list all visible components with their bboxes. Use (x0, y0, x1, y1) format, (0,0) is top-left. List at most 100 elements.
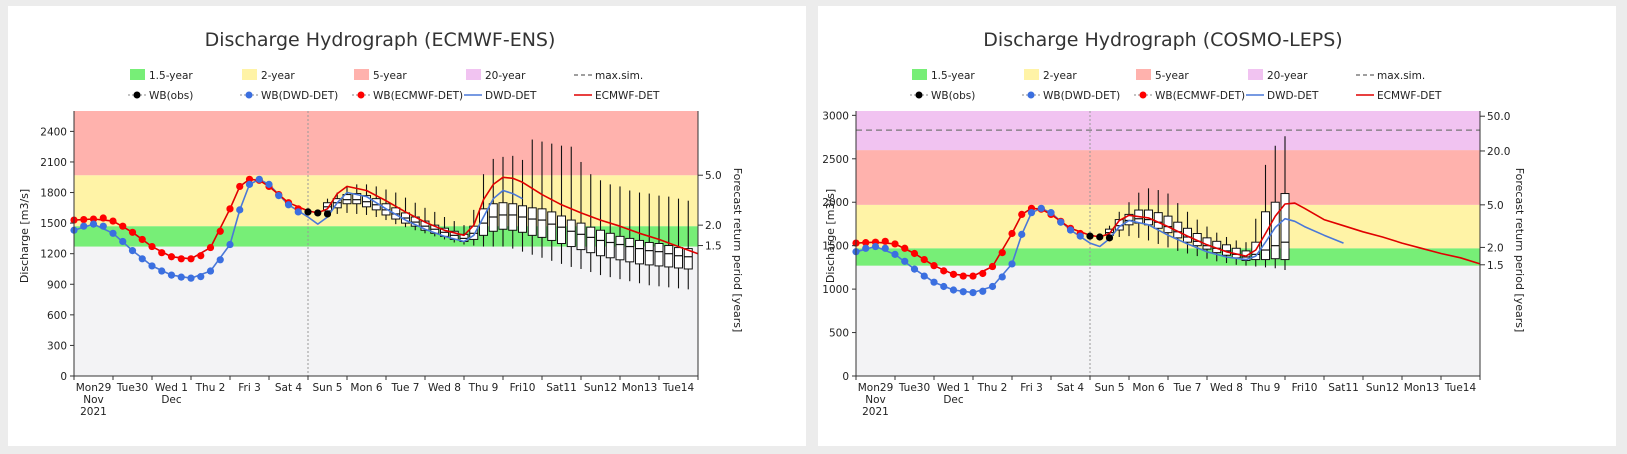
x-tick-label: Mon 6 (350, 382, 382, 394)
return-period-label: 5.0 (705, 170, 722, 182)
point-WB(DWD-DET) (1076, 232, 1084, 240)
point-WB(ECMWF-DET) (959, 272, 967, 280)
point-WB(DWD-DET) (275, 191, 283, 200)
point-WB(DWD-DET) (119, 237, 127, 246)
band-1.5-year (856, 248, 1480, 266)
x-tick-label: 2021 (80, 406, 107, 418)
legend-swatch (912, 69, 927, 80)
ensemble-box (352, 193, 362, 205)
point-WB(DWD-DET) (138, 255, 146, 263)
point-WB(DWD-DET) (891, 250, 899, 258)
point-WB(DWD-DET) (930, 278, 938, 286)
ensemble-box (615, 235, 625, 261)
point-WB(obs) (304, 208, 312, 216)
ensemble-box (566, 219, 576, 248)
legend-label: DWD-DET (485, 90, 537, 102)
point-WB(ECMWF-DET) (910, 249, 919, 258)
return-period-label: 20.0 (1487, 146, 1510, 158)
legend-label: WB(DWD-DET) (261, 90, 338, 102)
ensemble-box (605, 232, 615, 259)
point-WB(DWD-DET) (1066, 226, 1075, 234)
ensemble-box (1280, 193, 1290, 261)
legend-label: WB(obs) (931, 90, 975, 102)
y-axis-label: Discharge [m3/s] (18, 189, 31, 283)
point-WB(ECMWF-DET) (226, 205, 234, 213)
legend-label: WB(ECMWF-DET) (373, 90, 463, 102)
y-tick-label: 1800 (40, 188, 67, 200)
legend-label: ECMWF-DET (1377, 90, 1442, 102)
x-tick-label: Tue 7 (1173, 382, 1202, 394)
point-WB(DWD-DET) (881, 244, 889, 252)
point-WB(ECMWF-DET) (177, 255, 185, 263)
point-WB(ECMWF-DET) (940, 267, 948, 275)
x-tick-label: Wed 8 (428, 382, 461, 394)
x-tick-label: Mon13 (622, 382, 658, 394)
y-tick-label: 2400 (40, 126, 67, 138)
point-WB(ECMWF-DET) (148, 242, 156, 251)
x-tick-label: Wed 8 (1210, 382, 1243, 394)
y-tick-label: 2500 (822, 154, 849, 166)
point-WB(obs) (1086, 232, 1094, 240)
point-WB(DWD-DET) (216, 256, 224, 264)
point-WB(DWD-DET) (245, 180, 254, 188)
point-WB(ECMWF-DET) (920, 255, 928, 264)
point-WB(DWD-DET) (959, 288, 967, 296)
x-tick-label: Dec (161, 394, 182, 406)
legend-swatch (1248, 69, 1263, 80)
point-WB(DWD-DET) (167, 271, 176, 279)
legend-label: 5-year (373, 70, 407, 82)
point-WB(obs) (323, 210, 332, 218)
cosmo-leps-chart: Discharge Hydrograph (COSMO-LEPS) Discha… (822, 29, 1526, 418)
ensemble-box (1124, 213, 1134, 226)
y-tick-label: 1500 (822, 241, 849, 253)
x-tick-label: Mon13 (1404, 382, 1440, 394)
point-WB(ECMWF-DET) (881, 237, 889, 245)
y-tick-label: 300 (47, 340, 67, 352)
return-period-label: 1.5 (705, 241, 722, 253)
point-WB(ECMWF-DET) (1018, 210, 1026, 218)
point-WB(DWD-DET) (940, 282, 948, 291)
point-WB(DWD-DET) (998, 273, 1006, 281)
legend-label: 20-year (485, 70, 526, 82)
point-WB(DWD-DET) (99, 222, 107, 230)
legend-label: WB(ECMWF-DET) (1155, 90, 1245, 102)
ensemble-box (664, 245, 674, 268)
y-tick-label: 3000 (822, 110, 849, 122)
hydrograph-panel-ecmwf-ens: Discharge Hydrograph (ECMWF-ENS) Dischar… (8, 6, 806, 446)
point-WB(DWD-DET) (949, 286, 958, 294)
ensemble-box (625, 237, 635, 263)
point-WB(DWD-DET) (226, 240, 234, 249)
x-tick-label: Sat 4 (1057, 382, 1085, 394)
y-tick-label: 2100 (40, 157, 67, 169)
x-tick-label: Tue14 (662, 382, 695, 394)
x-tick-label: Mon29 (76, 382, 112, 394)
legend-dot (915, 91, 923, 99)
y-tick-label: 600 (47, 310, 67, 322)
ensemble-box (508, 203, 518, 231)
point-WB(DWD-DET) (1008, 260, 1016, 268)
point-WB(ECMWF-DET) (89, 215, 98, 223)
point-WB(DWD-DET) (969, 288, 977, 297)
point-WB(ECMWF-DET) (969, 272, 977, 280)
point-WB(DWD-DET) (1018, 230, 1026, 238)
legend-swatch (466, 69, 481, 80)
y-tick-label: 900 (47, 279, 67, 291)
return-period-label: 2.0 (1487, 242, 1504, 254)
ensemble-box (547, 211, 557, 241)
point-WB(DWD-DET) (128, 247, 137, 255)
point-WB(DWD-DET) (197, 273, 205, 281)
x-tick-label: Fri 3 (238, 382, 261, 394)
point-WB(DWD-DET) (871, 242, 880, 251)
ensemble-box (576, 222, 586, 251)
point-WB(ECMWF-DET) (109, 217, 117, 225)
legend-dot (133, 91, 141, 99)
point-WB(ECMWF-DET) (979, 269, 987, 278)
ensemble-box (527, 207, 537, 236)
y-tick-label: 1200 (40, 249, 67, 261)
point-WB(DWD-DET) (109, 229, 117, 237)
point-WB(ECMWF-DET) (930, 262, 938, 270)
x-tick-label: Mon 6 (1132, 382, 1164, 394)
ensemble-box (683, 248, 693, 270)
right-axis-label: Forecast return period [years] (1513, 168, 1526, 333)
ensemble-box (518, 205, 527, 233)
